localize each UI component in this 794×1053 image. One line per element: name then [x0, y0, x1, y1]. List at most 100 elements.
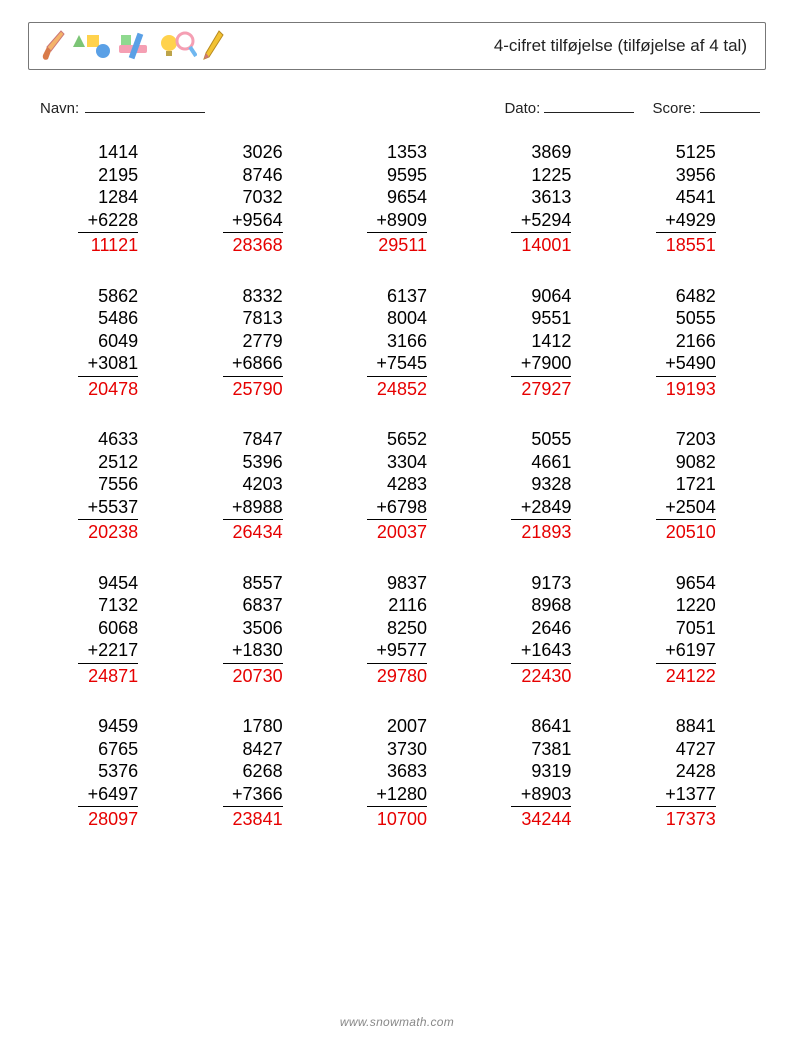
addend: 4727 — [656, 738, 716, 761]
addend: 3869 — [511, 141, 571, 164]
addend: 9082 — [656, 451, 716, 474]
addend: 1353 — [367, 141, 427, 164]
math-problem: 945967655376+649728097 — [36, 715, 180, 831]
addend: 2779 — [223, 330, 283, 353]
footer-url: www.snowmath.com — [0, 1015, 794, 1029]
addend: +6228 — [78, 209, 138, 234]
answer: 20478 — [78, 377, 138, 401]
worksheet-title: 4-cifret tilføjelse (tilføjelse af 4 tal… — [494, 36, 747, 56]
addend: +8988 — [223, 496, 283, 521]
addend: 2195 — [78, 164, 138, 187]
addend: 8004 — [367, 307, 427, 330]
addend: +2504 — [656, 496, 716, 521]
addend: +5490 — [656, 352, 716, 377]
answer: 29511 — [367, 233, 427, 257]
answer: 20510 — [656, 520, 716, 544]
answer: 21893 — [511, 520, 571, 544]
addend: 9319 — [511, 760, 571, 783]
eraser-ruler-icon — [115, 29, 153, 63]
answer: 24852 — [367, 377, 427, 401]
addend: 8968 — [511, 594, 571, 617]
math-problem: 784753964203+898826434 — [180, 428, 324, 544]
math-problem: 965412207051+619724122 — [614, 572, 758, 688]
answer: 18551 — [656, 233, 716, 257]
math-problem: 906495511412+790027927 — [469, 285, 613, 401]
addend: 3956 — [656, 164, 716, 187]
answer: 23841 — [223, 807, 283, 831]
addend: 8641 — [511, 715, 571, 738]
answer: 24871 — [78, 664, 138, 688]
math-problem: 565233044283+679820037 — [325, 428, 469, 544]
addend: 5862 — [78, 285, 138, 308]
addend: 4203 — [223, 473, 283, 496]
addend: 3166 — [367, 330, 427, 353]
addend: 9328 — [511, 473, 571, 496]
addend: 4633 — [78, 428, 138, 451]
addend: 6068 — [78, 617, 138, 640]
math-problem: 463325127556+553720238 — [36, 428, 180, 544]
math-problem: 945471326068+221724871 — [36, 572, 180, 688]
math-problem: 178084276268+736623841 — [180, 715, 324, 831]
name-label: Navn: — [40, 100, 79, 117]
answer: 14001 — [511, 233, 571, 257]
answer: 26434 — [223, 520, 283, 544]
pencil-icon — [201, 29, 225, 63]
addend: 1284 — [78, 186, 138, 209]
math-problem: 586254866049+308120478 — [36, 285, 180, 401]
addend: 1225 — [511, 164, 571, 187]
addend: 6482 — [656, 285, 716, 308]
addend: 3683 — [367, 760, 427, 783]
answer: 34244 — [511, 807, 571, 831]
addend: 9173 — [511, 572, 571, 595]
math-problem: 720390821721+250420510 — [614, 428, 758, 544]
icon-row — [39, 29, 225, 63]
addend: 3506 — [223, 617, 283, 640]
addend: +2849 — [511, 496, 571, 521]
addend: +5537 — [78, 496, 138, 521]
addend: 1220 — [656, 594, 716, 617]
addend: 3613 — [511, 186, 571, 209]
answer: 10700 — [367, 807, 427, 831]
addend: +1377 — [656, 783, 716, 808]
addend: 9459 — [78, 715, 138, 738]
addend: +8909 — [367, 209, 427, 234]
math-problem: 135395959654+890929511 — [325, 141, 469, 257]
score-label: Score: — [652, 100, 695, 117]
addend: 5125 — [656, 141, 716, 164]
addend: +9564 — [223, 209, 283, 234]
addend: 2428 — [656, 760, 716, 783]
addend: +6866 — [223, 352, 283, 377]
addend: 1780 — [223, 715, 283, 738]
addend: +1830 — [223, 639, 283, 664]
answer: 28097 — [78, 807, 138, 831]
addend: +1643 — [511, 639, 571, 664]
bulb-magnifier-icon — [157, 29, 197, 63]
answer: 28368 — [223, 233, 283, 257]
addend: +4929 — [656, 209, 716, 234]
addend: 3730 — [367, 738, 427, 761]
math-problem: 512539564541+492918551 — [614, 141, 758, 257]
math-problem: 648250552166+549019193 — [614, 285, 758, 401]
addend: 8746 — [223, 164, 283, 187]
math-problem: 613780043166+754524852 — [325, 285, 469, 401]
addend: 7203 — [656, 428, 716, 451]
addend: 9064 — [511, 285, 571, 308]
addend: 7051 — [656, 617, 716, 640]
addend: +3081 — [78, 352, 138, 377]
addend: 5055 — [511, 428, 571, 451]
answer: 17373 — [656, 807, 716, 831]
answer: 25790 — [223, 377, 283, 401]
math-problem: 141421951284+622811121 — [36, 141, 180, 257]
answer: 24122 — [656, 664, 716, 688]
problem-grid: 141421951284+622811121302687467032+95642… — [28, 135, 766, 831]
addend: 9454 — [78, 572, 138, 595]
addend: +6798 — [367, 496, 427, 521]
date-blank — [544, 98, 634, 113]
math-problem: 884147272428+137717373 — [614, 715, 758, 831]
date-label: Dato: — [504, 100, 540, 117]
addend: 8841 — [656, 715, 716, 738]
math-problem: 505546619328+284921893 — [469, 428, 613, 544]
addend: 6137 — [367, 285, 427, 308]
addend: 4283 — [367, 473, 427, 496]
math-problem: 983721168250+957729780 — [325, 572, 469, 688]
